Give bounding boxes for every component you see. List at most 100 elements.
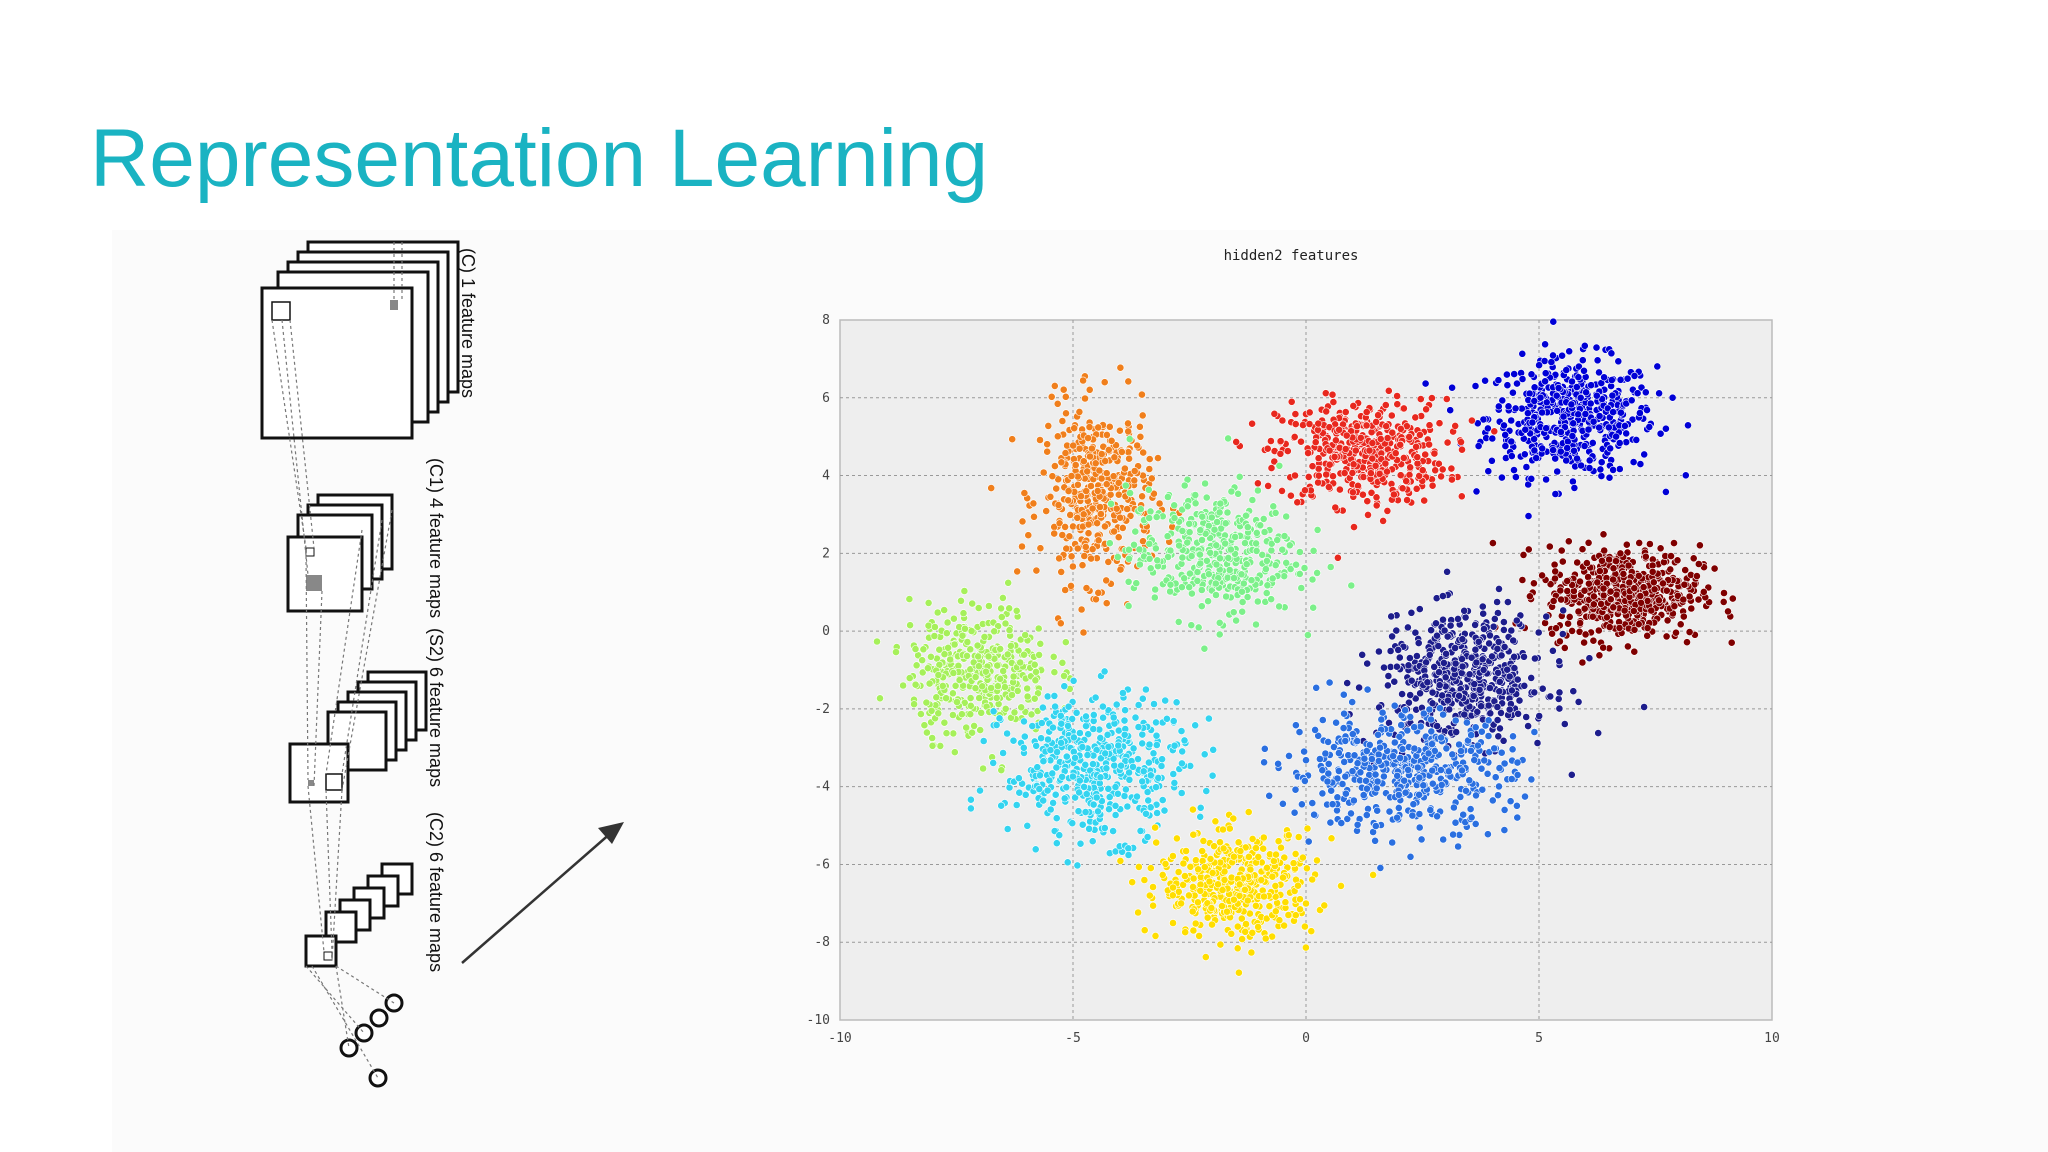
scatter-point [1720, 589, 1728, 597]
scatter-point [1058, 531, 1067, 539]
scatter-point [1056, 711, 1065, 720]
scatter-point [1271, 508, 1280, 517]
scatter-point [905, 674, 914, 682]
scatter-point [1029, 499, 1038, 508]
scatter-point [1338, 780, 1347, 788]
scatter-point [1216, 499, 1225, 508]
scatter-point [1363, 685, 1372, 694]
scatter-point [1169, 883, 1177, 892]
scatter-point [1393, 400, 1402, 409]
scatter-point [1195, 932, 1203, 940]
scatter-point [1384, 681, 1392, 690]
scatter-point [1557, 428, 1565, 436]
scatter-point [1225, 824, 1234, 833]
scatter-point [1632, 435, 1641, 444]
scatter-point [1643, 631, 1652, 640]
scatter-point [1484, 716, 1493, 725]
scatter-point [1219, 844, 1228, 853]
scatter-point [1403, 496, 1411, 504]
scatter-point [1312, 683, 1321, 692]
scatter-point [931, 623, 939, 631]
scatter-point [1180, 736, 1189, 745]
scatter-point [1064, 487, 1073, 495]
scatter-point [1104, 784, 1113, 793]
scatter-point [1480, 756, 1489, 765]
scatter-point [1524, 545, 1533, 554]
scatter-point [1575, 362, 1583, 371]
scatter-point [927, 652, 935, 661]
scatter-point [1333, 774, 1342, 783]
scatter-point [1157, 762, 1166, 770]
scatter-point [1033, 763, 1042, 772]
scatter-point [1401, 788, 1410, 797]
scatter-point [1091, 459, 1100, 468]
scatter-point [1223, 907, 1231, 916]
scatter-point [1486, 709, 1495, 718]
scatter-point [1648, 567, 1657, 576]
scatter-point [1067, 581, 1075, 590]
scatter-point [1554, 383, 1563, 392]
scatter-point [1252, 528, 1261, 537]
scatter-point [1114, 478, 1123, 487]
scatter-point [974, 652, 983, 661]
scatter-point [1326, 563, 1335, 571]
scatter-point [1459, 810, 1468, 819]
scatter-point [1419, 781, 1428, 790]
scatter-point [1342, 789, 1350, 798]
scatter-point [1335, 767, 1343, 775]
scatter-point [1286, 565, 1295, 573]
scatter-point [989, 707, 998, 716]
scatter-point [1580, 604, 1589, 613]
scatter-point [997, 766, 1006, 775]
scatter-point [1046, 805, 1055, 814]
scatter-point [1365, 741, 1374, 749]
scatter-point [1220, 876, 1229, 884]
scatter-point [1472, 791, 1480, 800]
scatter-point [1149, 883, 1157, 891]
scatter-point [1408, 811, 1417, 820]
scatter-point [1297, 584, 1306, 592]
scatter-point [946, 655, 955, 664]
scatter-point [1724, 607, 1732, 616]
scatter-point [1594, 729, 1603, 737]
scatter-point [1388, 838, 1397, 847]
scatter-point [1450, 803, 1458, 812]
scatter-point [1584, 425, 1593, 434]
scatter-point [971, 684, 980, 693]
scatter-point [1636, 460, 1645, 468]
scatter-point [1558, 630, 1567, 638]
scatter-point [977, 708, 986, 717]
scatter-point [1623, 374, 1632, 383]
scatter-point [1551, 454, 1560, 463]
scatter-point [1313, 856, 1321, 865]
scatter-point [1668, 393, 1677, 402]
scatter-point [1013, 686, 1022, 695]
scatter-point [1484, 701, 1493, 710]
scatter-point [1506, 797, 1515, 806]
scatter-point [1036, 771, 1044, 780]
scatter-point [1640, 703, 1648, 711]
scatter-point [1452, 728, 1461, 736]
scatter-point [1656, 544, 1665, 553]
scatter-point [1359, 791, 1368, 799]
scatter-point [1362, 408, 1371, 416]
scatter-point [1035, 650, 1043, 659]
scatter-point [1495, 782, 1503, 791]
scatter-point [1455, 691, 1463, 700]
scatter-point [1149, 901, 1157, 910]
scatter-point [1023, 684, 1032, 693]
scatter-point [1580, 341, 1589, 350]
scatter-point [1348, 767, 1357, 776]
scatter-point [1067, 552, 1076, 561]
scatter-point [1557, 595, 1565, 604]
scatter-point [1291, 410, 1300, 418]
scatter-point [1295, 569, 1304, 578]
scatter-point [1227, 929, 1236, 938]
scatter-point [1442, 395, 1451, 403]
scatter-point [1189, 926, 1198, 935]
scatter-point [1284, 831, 1293, 840]
scatter-point [1031, 676, 1040, 685]
scatter-point [1607, 349, 1616, 358]
scatter-point [1299, 853, 1307, 862]
scatter-point [1451, 818, 1460, 827]
